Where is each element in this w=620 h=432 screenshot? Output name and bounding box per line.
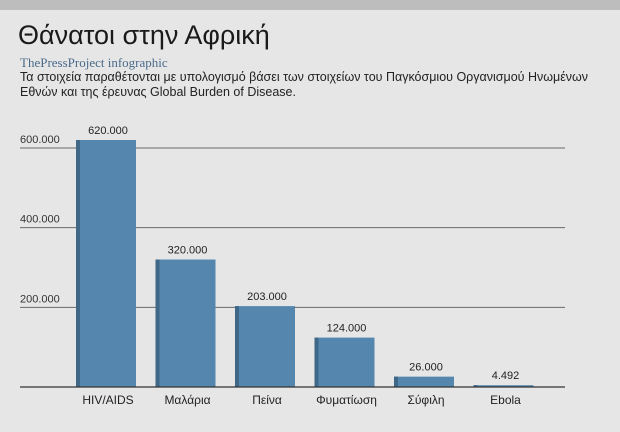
category-label: Φυματίωση: [316, 393, 377, 407]
bar: [314, 337, 375, 387]
page-description: Τα στοιχεία παραθέτονται με υπολογισμό β…: [20, 70, 589, 99]
bar: [76, 140, 136, 387]
bar-shadow: [76, 140, 80, 387]
y-tick-label: 200.000: [20, 293, 60, 305]
value-label: 320.000: [168, 245, 208, 257]
value-label: 4.492: [492, 370, 520, 382]
bar: [473, 385, 534, 387]
bar: [155, 259, 216, 387]
top-bar: [0, 0, 620, 10]
bar: [235, 306, 295, 387]
category-label: Σύφιλη: [407, 393, 444, 407]
value-label: 620.000: [88, 125, 128, 137]
bar-shadow: [394, 376, 398, 387]
bar-shadow: [473, 385, 478, 387]
page-subtitle: ThePressProject infographic: [20, 55, 168, 70]
category-label: Πείνα: [252, 393, 282, 407]
y-tick-label: 400.000: [20, 214, 60, 226]
y-tick-label: 600.000: [20, 134, 60, 146]
value-label: 124.000: [327, 323, 367, 335]
category-label: Ebola: [490, 393, 521, 407]
page-title: Θάνατοι στην Αφρική: [18, 20, 270, 50]
bar-shadow: [314, 337, 319, 387]
bar-shadow: [235, 306, 239, 387]
value-label: 203.000: [247, 291, 287, 303]
bar: [394, 376, 454, 387]
value-label: 26.000: [409, 362, 443, 374]
category-label: Μαλάρια: [164, 393, 210, 407]
category-label: HIV/AIDS: [82, 393, 133, 407]
bar-shadow: [155, 259, 160, 387]
